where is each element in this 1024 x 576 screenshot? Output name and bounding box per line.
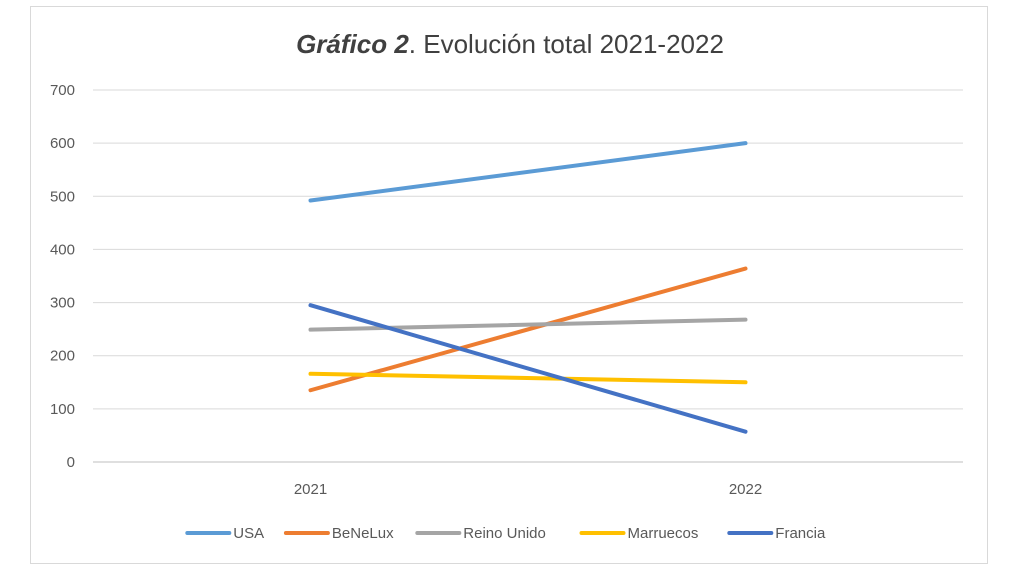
chart-title-suffix: . Evolución total 2021-2022 [409,29,724,59]
y-tick-label: 400 [50,241,75,258]
y-tick-label: 200 [50,348,75,365]
legend-item: BeNeLux [283,525,394,542]
y-tick-label: 700 [50,82,75,99]
gridlines [93,89,963,463]
series-line-marruecos [308,371,748,385]
series-line-benelux [308,266,748,393]
legend-label: USA [233,525,264,542]
series-lines [308,141,748,434]
legend-label: Reino Unido [463,525,546,542]
chart-frame: Gráfico 2. Evolución total 2021-2022 0 10… [30,6,988,564]
y-tick-label: 100 [50,401,75,418]
x-axis-ticks: 2021 2022 [294,481,762,498]
series-line-francia [308,303,748,434]
legend-label: Francia [775,525,826,542]
y-tick-label: 600 [50,135,75,152]
legend-item: Reino Unido [415,525,546,542]
x-tick-label: 2021 [294,481,327,498]
chart-title: Gráfico 2. Evolución total 2021-2022 [296,29,724,59]
series-line-usa [308,141,748,203]
y-tick-label: 300 [50,295,75,312]
legend: USA BeNeLux Reino Unido Marruecos Francia [185,525,826,542]
x-tick-label: 2022 [729,481,762,498]
y-tick-label: 500 [50,188,75,205]
y-axis-ticks: 0 100 200 300 400 500 600 700 [50,82,75,471]
line-chart: Gráfico 2. Evolución total 2021-2022 0 10… [50,29,963,542]
legend-label: BeNeLux [332,525,394,542]
legend-item: Francia [727,525,826,542]
legend-item: Marruecos [579,525,699,542]
chart-title-prefix: Gráfico 2 [296,29,409,59]
legend-label: Marruecos [628,525,699,542]
legend-item: USA [185,525,264,542]
y-tick-label: 0 [67,454,75,471]
